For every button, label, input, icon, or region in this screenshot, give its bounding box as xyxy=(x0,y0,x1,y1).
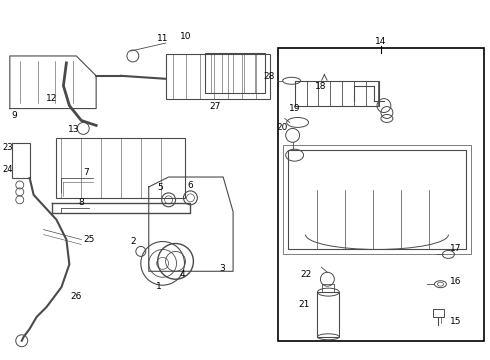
Text: 24: 24 xyxy=(2,165,13,174)
Bar xyxy=(56,138,185,198)
Bar xyxy=(433,309,444,317)
Text: 6: 6 xyxy=(188,181,193,190)
Bar xyxy=(205,53,265,93)
Text: 3: 3 xyxy=(220,264,225,273)
Text: 23: 23 xyxy=(2,143,13,152)
Text: 7: 7 xyxy=(83,168,89,177)
Text: 16: 16 xyxy=(450,277,462,286)
Text: 1: 1 xyxy=(156,282,162,291)
Text: 28: 28 xyxy=(264,72,275,81)
Bar xyxy=(283,145,471,255)
Text: 14: 14 xyxy=(375,37,387,46)
Bar xyxy=(318,292,339,337)
Text: 2: 2 xyxy=(130,238,136,247)
Text: 19: 19 xyxy=(289,104,300,113)
Text: 22: 22 xyxy=(300,270,312,279)
Text: 26: 26 xyxy=(71,292,82,301)
Text: 8: 8 xyxy=(78,198,84,207)
Text: 5: 5 xyxy=(158,183,164,192)
Text: 18: 18 xyxy=(315,82,326,91)
Text: 11: 11 xyxy=(157,34,169,43)
Bar xyxy=(278,48,484,341)
Bar xyxy=(294,81,379,105)
Text: 27: 27 xyxy=(210,102,221,111)
Text: 10: 10 xyxy=(180,32,191,41)
Text: 12: 12 xyxy=(46,94,57,103)
Bar xyxy=(288,150,466,249)
Bar xyxy=(322,284,334,292)
Bar xyxy=(12,143,30,178)
Text: 25: 25 xyxy=(83,234,95,243)
Text: 4: 4 xyxy=(180,270,185,279)
Text: 17: 17 xyxy=(450,244,462,253)
Bar xyxy=(166,54,270,99)
Text: 20: 20 xyxy=(276,123,288,132)
Text: 15: 15 xyxy=(450,317,462,326)
Text: 21: 21 xyxy=(298,300,310,309)
Text: 9: 9 xyxy=(11,112,17,121)
Text: 13: 13 xyxy=(68,125,79,134)
